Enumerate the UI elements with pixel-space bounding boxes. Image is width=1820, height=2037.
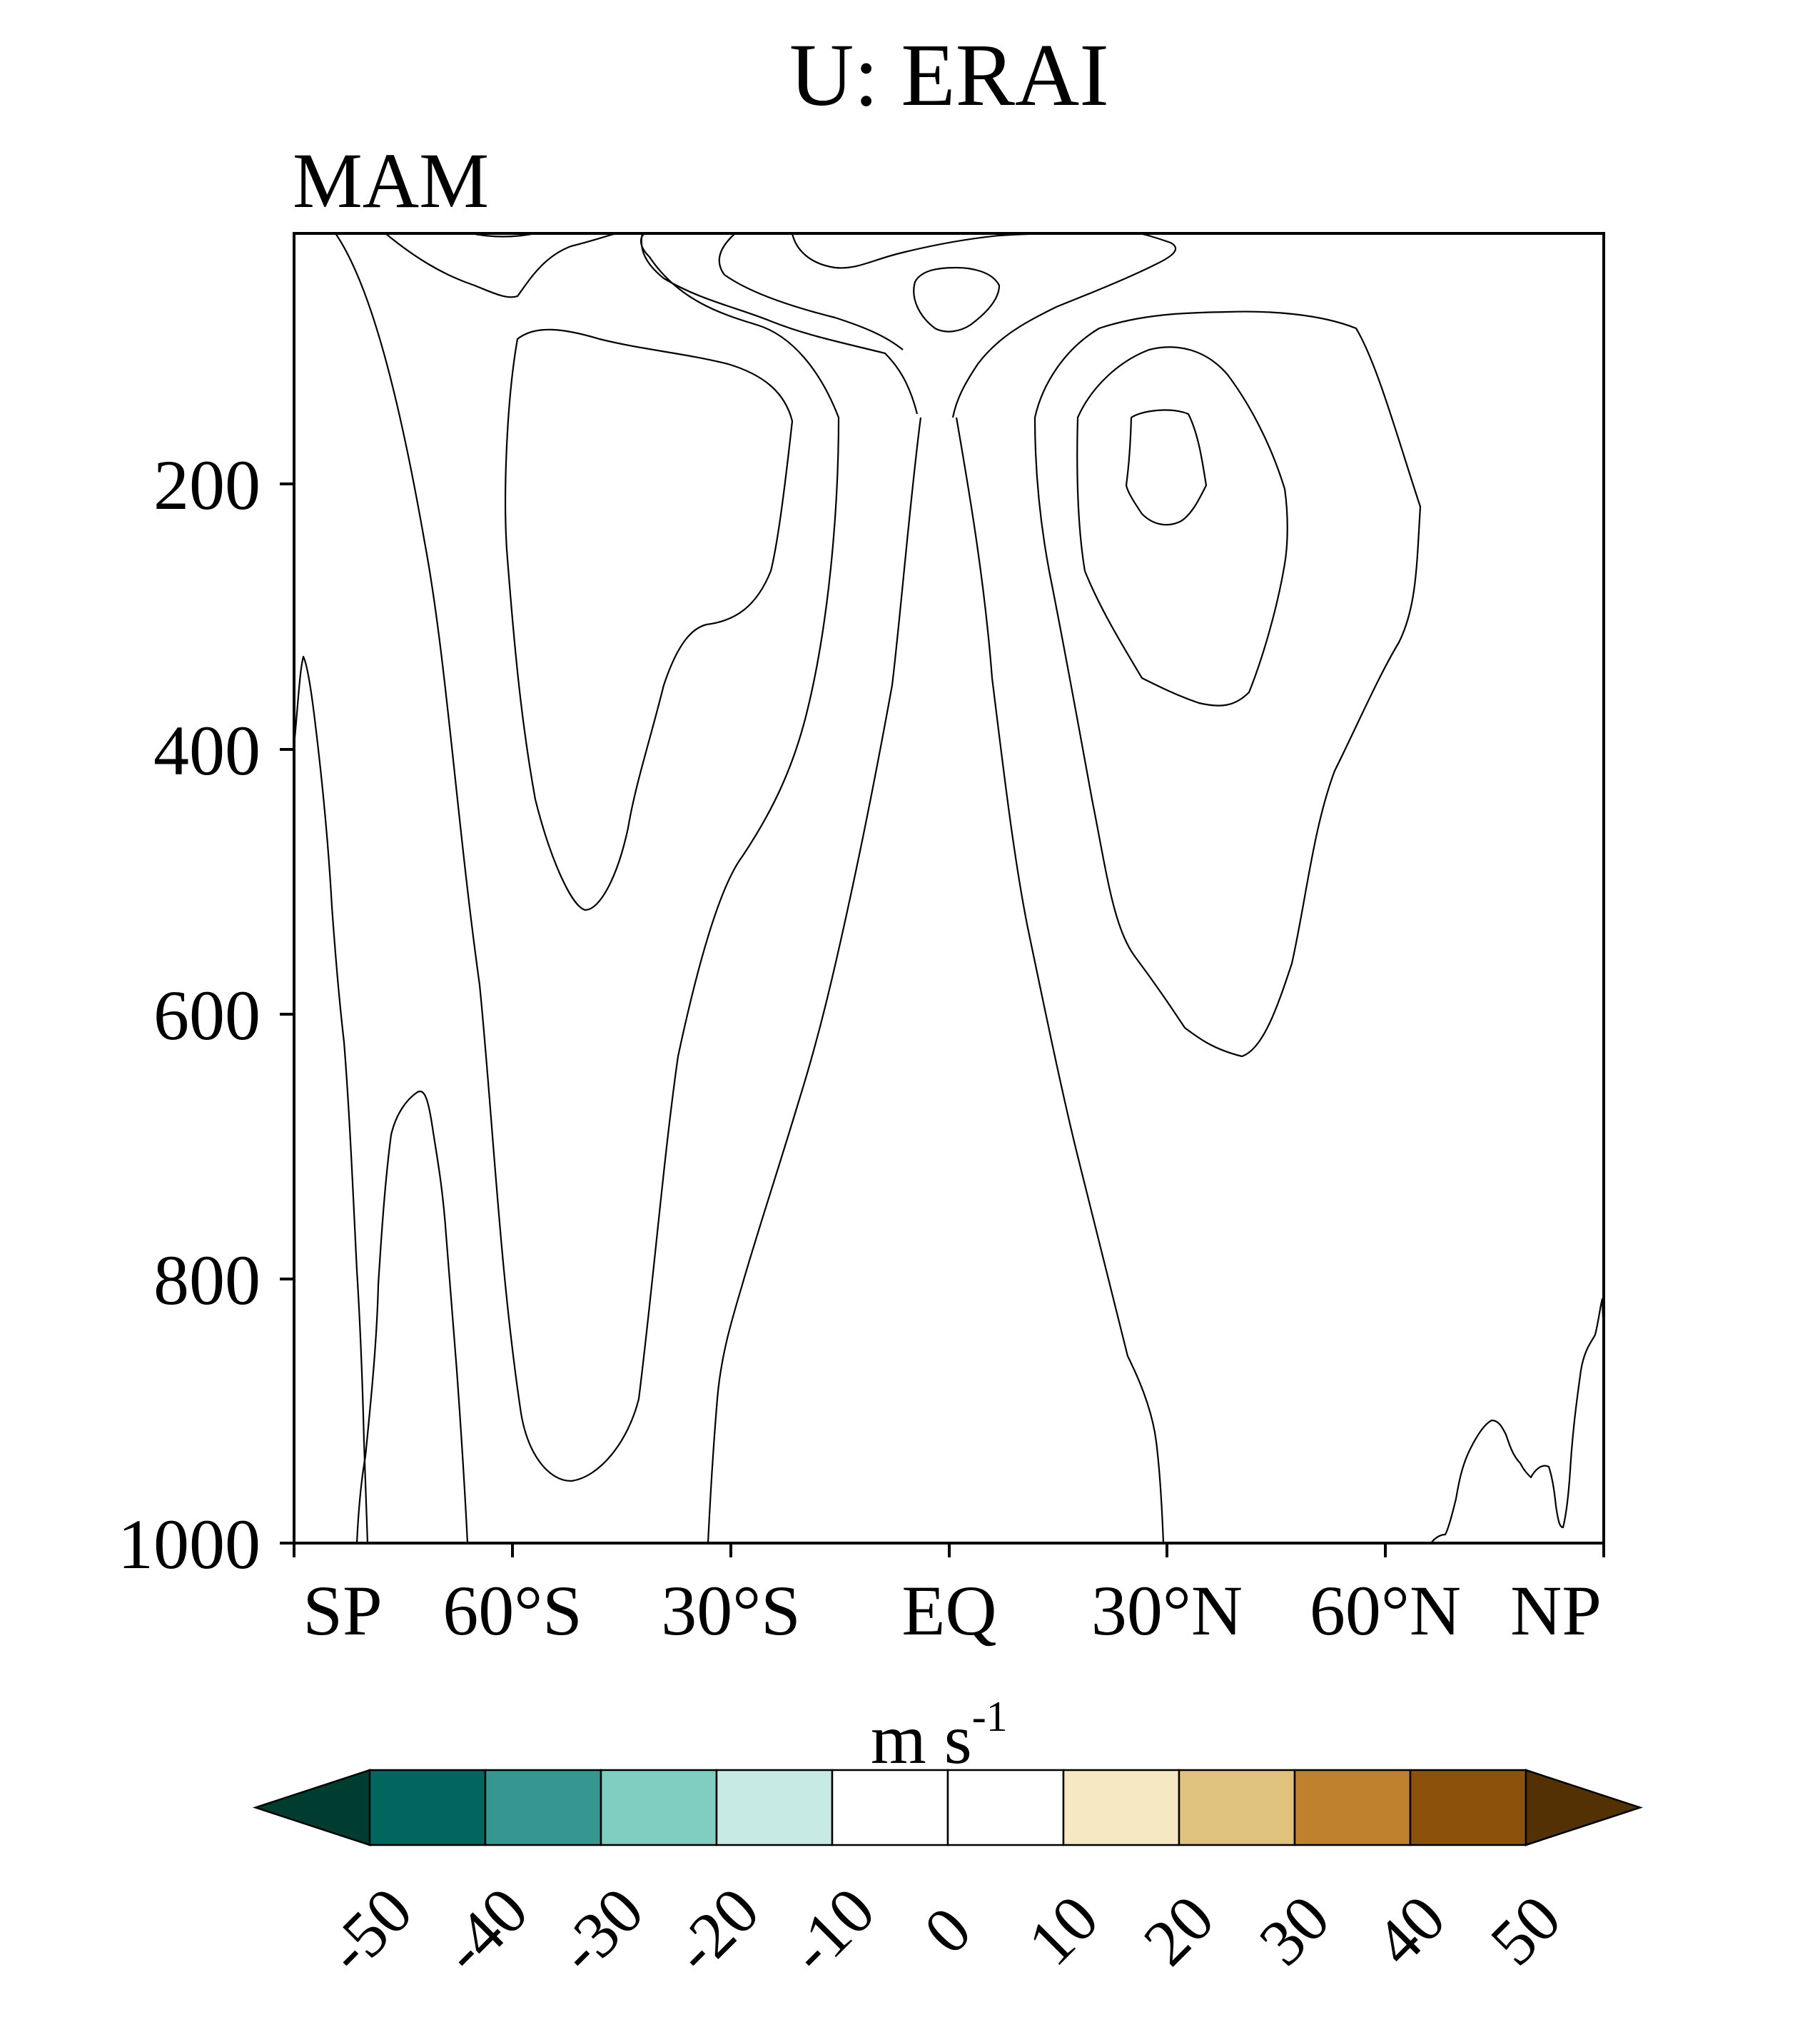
- x-tick-label-np: NP: [1510, 1571, 1602, 1650]
- colorbar-box: [831, 1769, 949, 1846]
- colorbar-box: [715, 1769, 834, 1846]
- colorbar-extend-low: [252, 1769, 371, 1846]
- y-axis: 200 400 600 800 1000: [118, 445, 294, 1584]
- colorbar-box: [368, 1769, 487, 1846]
- colorbar-tick-label: -30: [544, 1874, 657, 1987]
- y-tick-label-600: 600: [153, 976, 261, 1055]
- contour-low-sp-1: [294, 655, 369, 1543]
- contour-fill-sh-jet-10: [334, 233, 840, 1482]
- colorbar-box: [1409, 1769, 1527, 1846]
- x-tick-label-30n: 30°N: [1091, 1571, 1243, 1650]
- contour-eq-zero-left-inner: [718, 233, 904, 350]
- colorbar: -50 -40 -30 -20 -10 0 10 20 30 40 50: [252, 1769, 1644, 1987]
- plot-area: 200 400 600 800 1000 SP 60°S 30°S EQ 30°…: [118, 232, 1605, 1650]
- units-exponent: -1: [972, 1693, 1008, 1740]
- figure-title: U: ERAI: [789, 26, 1109, 125]
- contour-fill-nh-jet-20: [1076, 346, 1288, 707]
- colorbar-tick-label: 50: [1477, 1881, 1574, 1979]
- contour-fill-sh-jet-20-top: [384, 233, 619, 298]
- colorbar-box: [600, 1769, 718, 1846]
- x-axis: SP 60°S 30°S EQ 30°N 60°N NP: [293, 1543, 1605, 1650]
- plot-background: [294, 233, 1604, 1543]
- colorbar-box: [1062, 1769, 1181, 1846]
- contour-low-sp-2: [355, 1091, 469, 1543]
- colorbar-tick-label: 40: [1361, 1881, 1459, 1979]
- colorbar-tick-label: -40: [428, 1874, 542, 1987]
- colorbar-tick-label: 30: [1245, 1881, 1343, 1979]
- colorbar-tick-label: 0: [910, 1893, 985, 1968]
- contour-fill-nh-jet-30: [1125, 409, 1208, 526]
- colorbar-units: m s-1: [871, 1693, 1008, 1779]
- x-tick-label-sp: SP: [303, 1571, 382, 1650]
- colorbar-tick-label: 20: [1130, 1881, 1228, 1979]
- colorbar-tick-label: -10: [775, 1874, 889, 1987]
- colorbar-tick-label: -20: [659, 1874, 773, 1987]
- colorbar-box: [1293, 1769, 1412, 1846]
- contour-eq-zero-bubble: [913, 266, 1001, 333]
- colorbar-extend-high: [1525, 1769, 1644, 1846]
- contour-eq-zero-left: [640, 233, 919, 415]
- y-tick-label-200: 200: [153, 445, 261, 525]
- units-base: m s: [871, 1699, 972, 1779]
- panel-label: MAM: [293, 137, 489, 224]
- colorbar-box: [946, 1769, 1065, 1846]
- contour-eq-zero-right: [951, 233, 1176, 418]
- contour-zero-nh-easterly-boundary: [955, 417, 1165, 1543]
- y-tick-label-400: 400: [153, 711, 261, 790]
- x-tick-label-30s: 30°S: [661, 1571, 801, 1650]
- colorbar-box: [484, 1769, 602, 1846]
- contour-fill-nh-jet-10: [1033, 310, 1422, 1058]
- contour-zero-sh-easterly-boundary: [707, 417, 922, 1543]
- contour-low-np: [1430, 1298, 1604, 1543]
- contour-fill-sh-jet-20-mid: [505, 328, 794, 911]
- y-tick-label-1000: 1000: [118, 1505, 261, 1584]
- y-tick-label-800: 800: [153, 1240, 261, 1320]
- x-tick-label-60n: 60°N: [1310, 1571, 1461, 1650]
- colorbar-box: [1178, 1769, 1296, 1846]
- x-tick-label-eq: EQ: [901, 1571, 996, 1650]
- colorbar-tick-label: -50: [313, 1874, 426, 1987]
- colorbar-tick-label: 10: [1014, 1881, 1112, 1979]
- x-tick-label-60s: 60°S: [443, 1571, 582, 1650]
